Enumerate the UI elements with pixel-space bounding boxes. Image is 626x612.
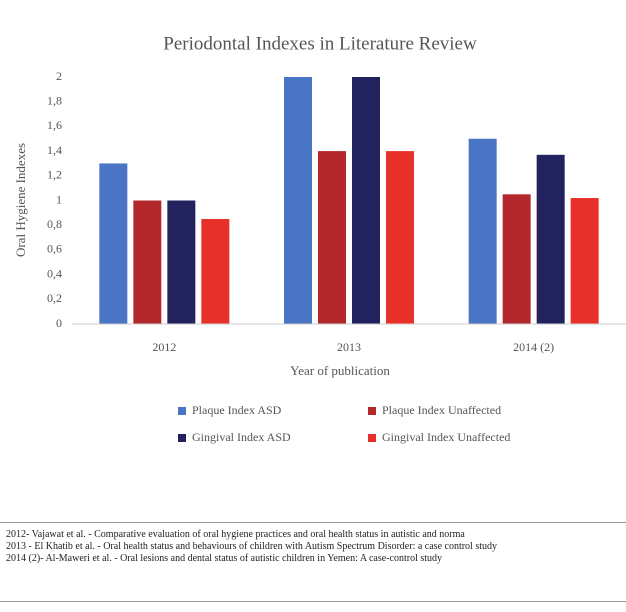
- bar: [318, 151, 346, 324]
- legend-swatch: [178, 407, 186, 415]
- bar: [536, 154, 565, 324]
- y-tick-label: 1,4: [47, 143, 62, 157]
- y-tick-label: 2: [56, 69, 62, 83]
- bar: [468, 138, 497, 324]
- footnotes: 2012- Vajawat et al. - Comparative evalu…: [0, 522, 626, 602]
- bar: [284, 77, 312, 324]
- footnote: 2012- Vajawat et al. - Comparative evalu…: [6, 529, 465, 540]
- bar: [502, 194, 531, 324]
- y-axis-label: Oral Hygiene Indexes: [13, 143, 28, 257]
- legend-swatch: [178, 434, 186, 442]
- y-tick-label: 1,2: [47, 168, 62, 182]
- bar: [201, 219, 230, 324]
- chart: Periodontal Indexes in Literature Review…: [13, 33, 626, 444]
- y-tick-label: 0: [56, 316, 62, 330]
- legend-swatch: [368, 434, 376, 442]
- bar: [167, 200, 196, 324]
- x-tick-label: 2012: [152, 340, 176, 354]
- legend-label: Plaque Index ASD: [192, 403, 282, 417]
- bar: [133, 200, 162, 324]
- legend-label: Plaque Index Unaffected: [382, 403, 501, 417]
- y-tick-label: 0,8: [47, 217, 62, 231]
- x-tick-label: 2014 (2): [513, 340, 554, 354]
- legend-swatch: [368, 407, 376, 415]
- x-tick-label: 2013: [337, 340, 361, 354]
- legend-label: Gingival Index Unaffected: [382, 430, 510, 444]
- bar: [99, 163, 128, 324]
- y-tick-label: 1,6: [47, 118, 62, 132]
- bar: [352, 77, 380, 324]
- legend-label: Gingival Index ASD: [192, 430, 291, 444]
- y-tick-label: 0,2: [47, 291, 62, 305]
- y-tick-label: 0,6: [47, 242, 62, 256]
- footnote: 2014 (2)- Al-Maweri et al. - Oral lesion…: [6, 553, 443, 564]
- bar: [386, 151, 414, 324]
- y-tick-label: 0,4: [47, 266, 62, 280]
- bar: [570, 198, 599, 324]
- y-tick-label: 1: [56, 192, 62, 206]
- y-tick-label: 1,8: [47, 93, 62, 107]
- chart-title: Periodontal Indexes in Literature Review: [163, 33, 477, 54]
- x-axis-label: Year of publication: [290, 363, 390, 378]
- footnote: 2013 - El Khatib et al. - Oral health st…: [6, 541, 497, 552]
